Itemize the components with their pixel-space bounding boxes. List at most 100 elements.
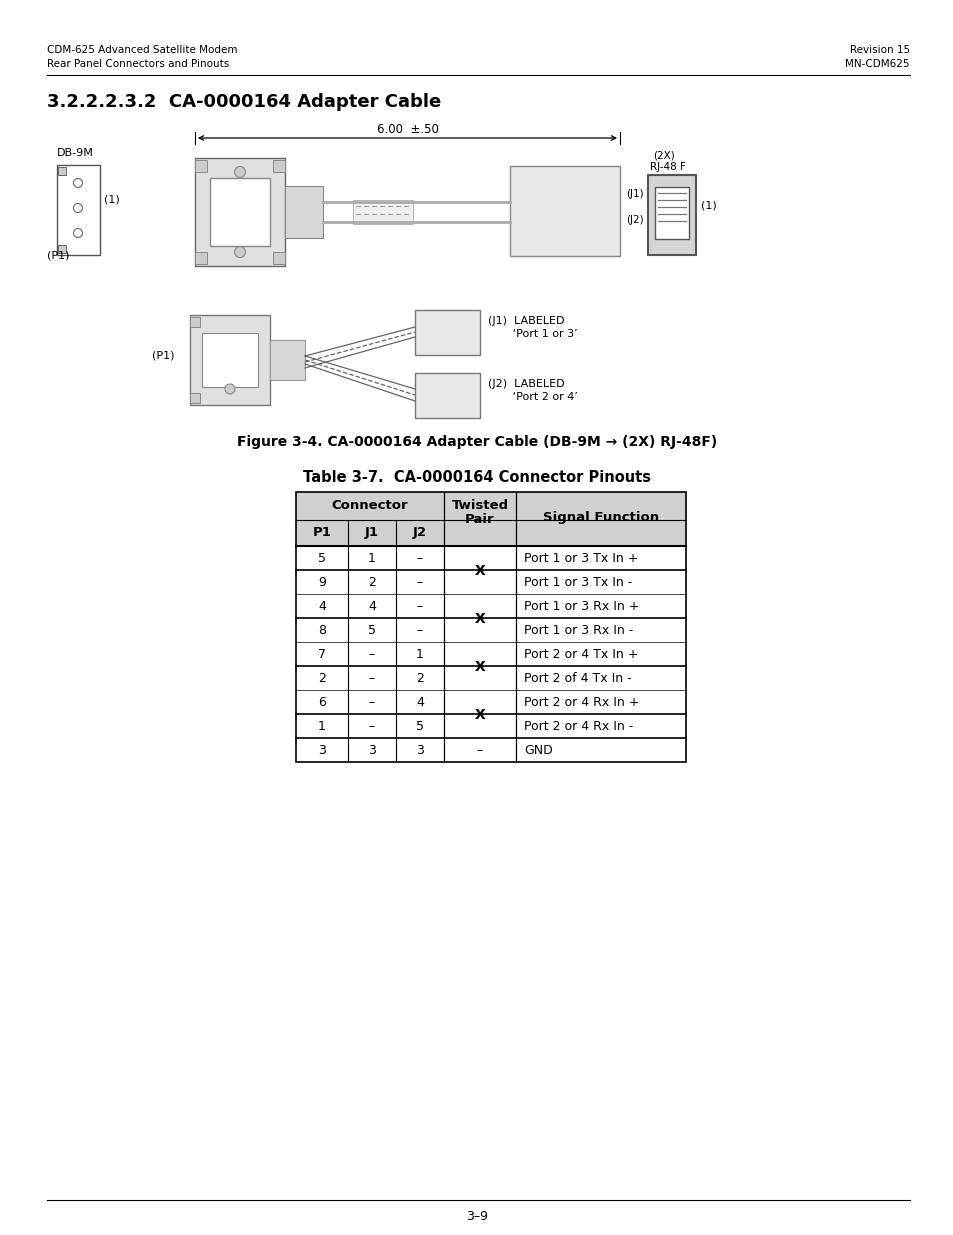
Circle shape bbox=[73, 204, 82, 212]
Text: X: X bbox=[475, 564, 485, 578]
Text: Port 1 or 3 Rx In -: Port 1 or 3 Rx In - bbox=[523, 624, 633, 637]
Text: Figure 3-4. CA-0000164 Adapter Cable (DB-9M → (2X) RJ-48F): Figure 3-4. CA-0000164 Adapter Cable (DB… bbox=[236, 435, 717, 450]
Text: 1: 1 bbox=[317, 720, 326, 734]
Text: 8: 8 bbox=[317, 624, 326, 637]
Text: 1: 1 bbox=[416, 648, 423, 661]
Bar bbox=[295, 690, 685, 714]
Text: Port 2 or 4 Tx In +: Port 2 or 4 Tx In + bbox=[523, 648, 638, 661]
Bar bbox=[295, 546, 685, 571]
Bar bbox=[190, 393, 200, 403]
Text: Port 2 or 4 Rx In -: Port 2 or 4 Rx In - bbox=[523, 720, 633, 734]
Text: Port 1 or 3 Rx In +: Port 1 or 3 Rx In + bbox=[523, 600, 639, 613]
Text: J1: J1 bbox=[365, 526, 378, 538]
Bar bbox=[273, 161, 285, 172]
Circle shape bbox=[225, 384, 234, 394]
Text: 9: 9 bbox=[317, 576, 326, 589]
Text: –: – bbox=[416, 576, 423, 589]
Bar bbox=[58, 245, 66, 253]
Text: –: – bbox=[476, 743, 482, 757]
Text: J2: J2 bbox=[413, 526, 427, 538]
Text: (1): (1) bbox=[700, 200, 716, 210]
Text: –: – bbox=[416, 624, 423, 637]
Text: Port 1 or 3 Tx In -: Port 1 or 3 Tx In - bbox=[523, 576, 632, 589]
Bar bbox=[295, 739, 685, 762]
Text: Connector: Connector bbox=[332, 499, 408, 513]
Bar bbox=[647, 175, 696, 254]
Bar bbox=[295, 492, 685, 520]
Text: 7: 7 bbox=[317, 648, 326, 661]
Text: (J2): (J2) bbox=[626, 215, 643, 225]
Text: (2X): (2X) bbox=[652, 149, 674, 161]
Bar bbox=[194, 252, 207, 264]
Text: 3–9: 3–9 bbox=[465, 1210, 488, 1223]
Text: Twisted: Twisted bbox=[451, 499, 508, 513]
Text: Rear Panel Connectors and Pinouts: Rear Panel Connectors and Pinouts bbox=[47, 59, 229, 69]
Text: Signal Function: Signal Function bbox=[542, 511, 659, 524]
Bar bbox=[295, 520, 685, 546]
Bar bbox=[190, 315, 270, 405]
Text: –: – bbox=[416, 552, 423, 564]
Circle shape bbox=[73, 228, 82, 237]
Bar bbox=[285, 186, 323, 238]
Text: (1): (1) bbox=[104, 195, 120, 205]
Bar bbox=[270, 340, 305, 380]
Bar bbox=[295, 714, 685, 739]
Text: 2: 2 bbox=[368, 576, 375, 589]
Circle shape bbox=[73, 179, 82, 188]
Bar bbox=[194, 158, 285, 266]
Bar bbox=[295, 642, 685, 666]
Text: 3: 3 bbox=[317, 743, 326, 757]
Text: (P1): (P1) bbox=[47, 249, 70, 261]
Bar bbox=[353, 200, 413, 224]
Bar bbox=[210, 178, 270, 246]
Text: 5: 5 bbox=[416, 720, 423, 734]
Bar bbox=[273, 252, 285, 264]
Text: –: – bbox=[369, 672, 375, 685]
Text: 3: 3 bbox=[416, 743, 423, 757]
Text: 6.00  ±.50: 6.00 ±.50 bbox=[376, 124, 438, 136]
Bar bbox=[295, 618, 685, 642]
Text: 4: 4 bbox=[368, 600, 375, 613]
Text: X: X bbox=[475, 708, 485, 722]
Text: 1: 1 bbox=[368, 552, 375, 564]
Text: 3.2.2.2.3.2  CA-0000164 Adapter Cable: 3.2.2.2.3.2 CA-0000164 Adapter Cable bbox=[47, 93, 441, 111]
Text: 5: 5 bbox=[368, 624, 375, 637]
Text: Port 2 or 4 Rx In +: Port 2 or 4 Rx In + bbox=[523, 697, 639, 709]
Text: (J2)  LABELED: (J2) LABELED bbox=[488, 379, 564, 389]
Text: 4: 4 bbox=[317, 600, 326, 613]
Text: 2: 2 bbox=[317, 672, 326, 685]
Circle shape bbox=[234, 167, 245, 178]
Text: 5: 5 bbox=[317, 552, 326, 564]
Text: Table 3-7.  CA-0000164 Connector Pinouts: Table 3-7. CA-0000164 Connector Pinouts bbox=[303, 471, 650, 485]
Bar bbox=[57, 165, 100, 254]
Bar bbox=[202, 333, 257, 387]
Text: ‘Port 1 or 3’: ‘Port 1 or 3’ bbox=[488, 329, 577, 338]
Text: Pair: Pair bbox=[465, 513, 495, 526]
Text: 6: 6 bbox=[317, 697, 326, 709]
Text: –: – bbox=[369, 697, 375, 709]
Bar bbox=[295, 594, 685, 618]
Bar bbox=[655, 186, 688, 240]
Text: MN-CDM625: MN-CDM625 bbox=[844, 59, 909, 69]
Text: RJ-48 F: RJ-48 F bbox=[649, 162, 685, 172]
Text: (J1): (J1) bbox=[626, 189, 643, 199]
Text: (P1): (P1) bbox=[152, 350, 174, 359]
Text: –: – bbox=[369, 720, 375, 734]
Bar bbox=[415, 373, 479, 417]
Text: (J1)  LABELED: (J1) LABELED bbox=[488, 316, 564, 326]
Text: Revision 15: Revision 15 bbox=[849, 44, 909, 56]
Text: ‘Port 2 or 4’: ‘Port 2 or 4’ bbox=[488, 391, 578, 403]
Text: –: – bbox=[369, 648, 375, 661]
Bar bbox=[58, 167, 66, 175]
Circle shape bbox=[234, 247, 245, 258]
Bar bbox=[415, 310, 479, 354]
Text: –: – bbox=[416, 600, 423, 613]
Text: Port 2 of 4 Tx In -: Port 2 of 4 Tx In - bbox=[523, 672, 631, 685]
Text: Port 1 or 3 Tx In +: Port 1 or 3 Tx In + bbox=[523, 552, 638, 564]
Text: X: X bbox=[475, 613, 485, 626]
Bar bbox=[194, 161, 207, 172]
Text: 2: 2 bbox=[416, 672, 423, 685]
Bar bbox=[295, 571, 685, 594]
Bar bbox=[190, 317, 200, 327]
Text: 3: 3 bbox=[368, 743, 375, 757]
